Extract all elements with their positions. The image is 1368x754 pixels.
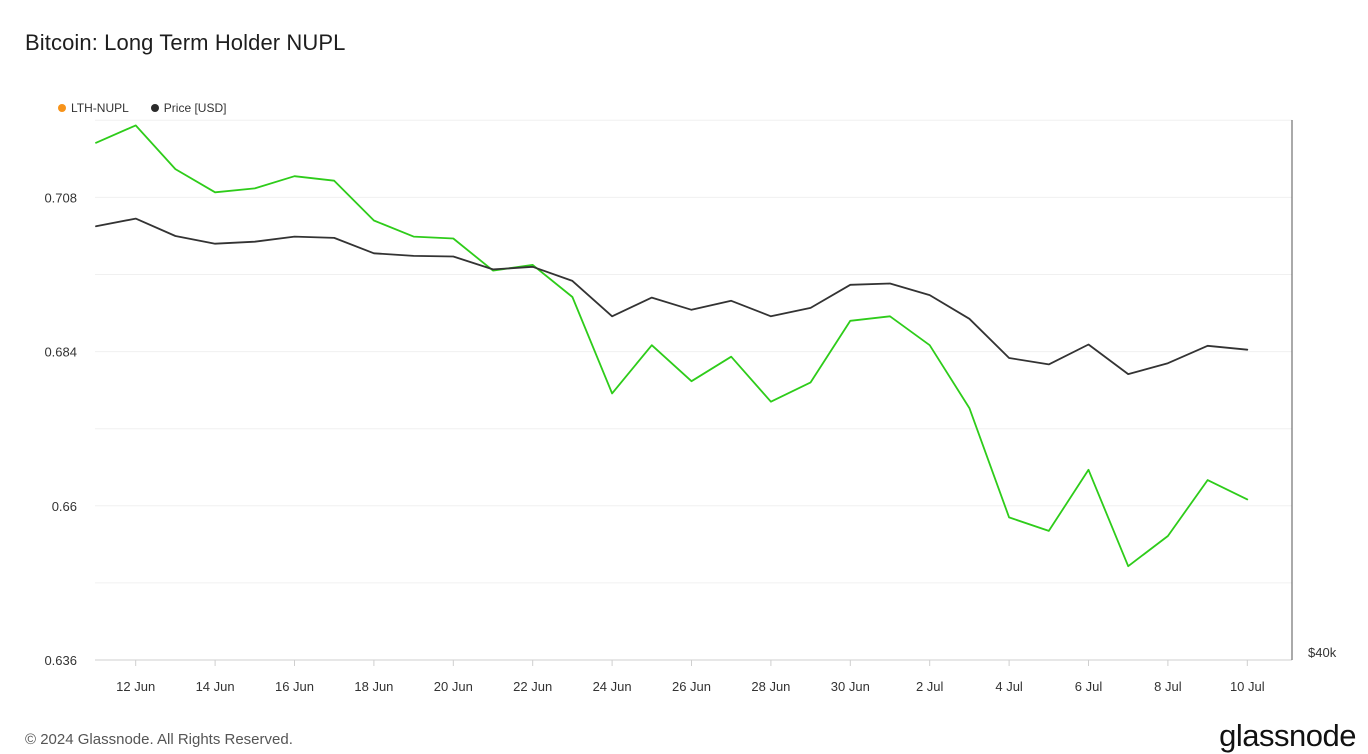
- x-tick-label-11: 4 Jul: [995, 679, 1023, 694]
- y-tick-label-2: 0.66: [52, 499, 77, 514]
- x-tick-label-9: 30 Jun: [831, 679, 870, 694]
- x-tick-label-0: 12 Jun: [116, 679, 155, 694]
- x-tick-label-2: 16 Jun: [275, 679, 314, 694]
- legend-item-lth-nupl[interactable]: LTH-NUPL: [58, 101, 129, 115]
- chart-title: Bitcoin: Long Term Holder NUPL: [25, 30, 346, 55]
- x-tick-label-4: 20 Jun: [434, 679, 473, 694]
- legend-item-price[interactable]: Price [USD]: [150, 101, 227, 115]
- series-line-lth-nupl: [95, 124, 1249, 568]
- legend-dot-lth-nupl: [58, 104, 66, 112]
- y-right-tick-label-0: $40k: [1308, 645, 1337, 660]
- y-tick-label-3: 0.636: [44, 653, 77, 668]
- x-tick-label-8: 28 Jun: [751, 679, 790, 694]
- x-tick-label-3: 18 Jun: [354, 679, 393, 694]
- x-tick-label-1: 14 Jun: [196, 679, 235, 694]
- x-tick-label-6: 24 Jun: [593, 679, 632, 694]
- series-line-price: [95, 217, 1249, 376]
- chart-legend: LTH-NUPL Price [USD]: [58, 101, 226, 115]
- x-tick-label-10: 2 Jul: [916, 679, 944, 694]
- x-tick-label-12: 6 Jul: [1075, 679, 1103, 694]
- x-tick-label-5: 22 Jun: [513, 679, 552, 694]
- legend-dot-price: [150, 104, 159, 112]
- legend-label-lth-nupl: LTH-NUPL: [71, 101, 129, 115]
- x-tick-label-14: 10 Jul: [1230, 679, 1265, 694]
- legend-label-price: Price [USD]: [163, 101, 227, 115]
- y-tick-label-1: 0.684: [44, 345, 77, 360]
- glassnode-logo: glassnode: [1219, 718, 1356, 753]
- copyright-footer: © 2024 Glassnode. All Rights Reserved.: [25, 731, 293, 748]
- x-tick-label-13: 8 Jul: [1154, 679, 1182, 694]
- x-tick-label-7: 26 Jun: [672, 679, 711, 694]
- y-tick-label-0: 0.708: [44, 190, 77, 205]
